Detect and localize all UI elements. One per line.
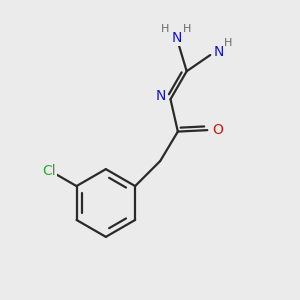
Text: H: H: [161, 24, 170, 34]
Text: O: O: [212, 123, 223, 137]
Text: N: N: [214, 44, 224, 58]
Text: Cl: Cl: [42, 164, 56, 178]
Text: N: N: [156, 89, 166, 103]
Text: H: H: [183, 24, 191, 34]
Text: N: N: [171, 31, 182, 45]
Text: H: H: [224, 38, 233, 48]
